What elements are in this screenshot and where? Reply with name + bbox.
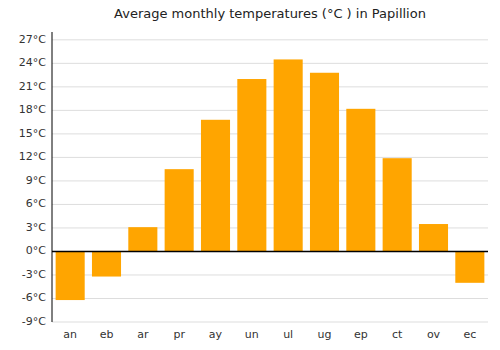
- x-tick-label: ul: [283, 328, 293, 341]
- y-tick-label: 15°C: [19, 127, 46, 140]
- bar: [419, 224, 448, 251]
- bar: [128, 227, 157, 251]
- grid-line: [52, 322, 488, 323]
- x-tick-label: an: [63, 328, 77, 341]
- title: Average monthly temperatures (°C ) in Pa…: [114, 6, 426, 21]
- y-tick-label: 21°C: [19, 80, 46, 93]
- bar: [237, 79, 266, 251]
- grid: [52, 40, 488, 322]
- grid-line: [52, 251, 488, 252]
- y-tick-label: 24°C: [19, 56, 46, 69]
- y-tick-label: 3°C: [26, 221, 46, 234]
- y-tick-label: 0°C: [26, 244, 46, 257]
- grid-line: [52, 133, 488, 134]
- baseline: [52, 251, 488, 253]
- x-tick-label: ar: [137, 328, 149, 341]
- x-tick-label: pr: [173, 328, 185, 341]
- y-tick-label: -3°C: [22, 268, 46, 281]
- bars: [56, 59, 485, 300]
- chart-container: -9°C -6°C -3°C 0°C 3°C 6°C 9°C 12°C 15°C 18°C 21°C…: [0, 0, 500, 350]
- bar: [383, 158, 412, 251]
- bar: [92, 251, 121, 276]
- grid-line: [52, 63, 488, 64]
- x-tick-label: ay: [209, 328, 223, 341]
- y-tick-label: -6°C: [22, 291, 46, 304]
- y-axis-line: [52, 32, 53, 322]
- grid-line: [52, 298, 488, 299]
- y-tick-label: 9°C: [26, 174, 46, 187]
- bar: [274, 59, 303, 251]
- chart: -9°C -6°C -3°C 0°C 3°C 6°C 9°C 12°C 15°C 18°C 21°C…: [0, 0, 500, 350]
- grid-line: [52, 110, 488, 111]
- grid-line: [52, 86, 488, 87]
- bar: [310, 73, 339, 252]
- x-tick-label: ep: [354, 328, 368, 341]
- x-tick-label: ec: [463, 328, 476, 341]
- bar: [346, 109, 375, 252]
- grid-line: [52, 39, 488, 40]
- grid-line: [52, 180, 488, 181]
- y-tick-label: -9°C: [22, 315, 46, 328]
- x-tick-label: ov: [427, 328, 441, 341]
- y-axis: -9°C -6°C -3°C 0°C 3°C 6°C 9°C 12°C 15°C 18°C 21°C…: [19, 32, 52, 328]
- y-tick-label: 27°C: [19, 33, 46, 46]
- y-tick-label: 6°C: [26, 197, 46, 210]
- x-tick-label: eb: [100, 328, 114, 341]
- y-tick-label: 12°C: [19, 150, 46, 163]
- x-axis: an eb ar pr ay un ul ug ep ct ov ec: [63, 328, 476, 341]
- bar: [56, 251, 85, 300]
- bar: [455, 251, 484, 282]
- x-tick-label: ug: [318, 328, 332, 341]
- grid-line: [52, 204, 488, 205]
- bar: [165, 169, 194, 251]
- x-tick-label: ct: [392, 328, 403, 341]
- bar: [201, 120, 230, 252]
- grid-line: [52, 157, 488, 158]
- y-tick-label: 18°C: [19, 103, 46, 116]
- x-tick-label: un: [245, 328, 259, 341]
